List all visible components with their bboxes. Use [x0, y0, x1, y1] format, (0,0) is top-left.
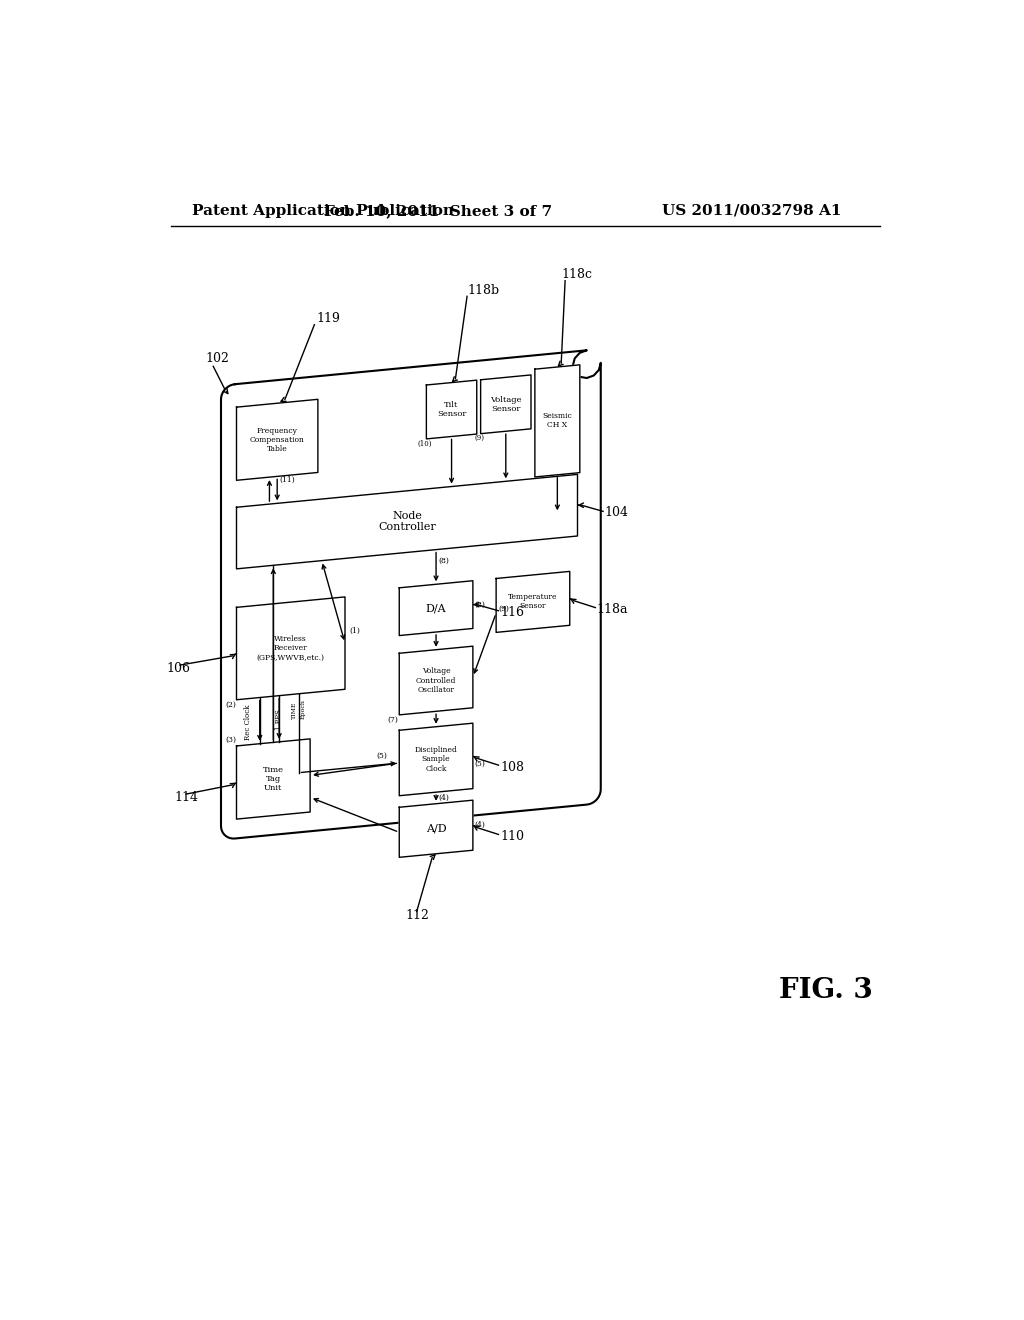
Polygon shape — [480, 375, 531, 434]
Polygon shape — [237, 474, 578, 569]
Text: (5): (5) — [376, 752, 387, 760]
Text: Disciplined
Sample
Clock: Disciplined Sample Clock — [415, 746, 458, 772]
Text: Epoch: Epoch — [301, 700, 306, 719]
Text: (11): (11) — [280, 477, 295, 484]
Text: Time
Tag
Unit: Time Tag Unit — [263, 766, 284, 792]
Text: Node
Controller: Node Controller — [378, 511, 436, 532]
Text: (9): (9) — [474, 434, 484, 442]
Text: Temperature
Sensor: Temperature Sensor — [508, 593, 558, 610]
Text: Rec Clock: Rec Clock — [245, 705, 252, 739]
Polygon shape — [399, 647, 473, 715]
Text: 118c: 118c — [561, 268, 592, 281]
Text: FIG. 3: FIG. 3 — [779, 977, 872, 1003]
Text: 116: 116 — [500, 606, 524, 619]
Text: Feb. 10, 2011  Sheet 3 of 7: Feb. 10, 2011 Sheet 3 of 7 — [324, 203, 552, 218]
Text: Wireless
Receiver
(GPS,WWVB,etc.): Wireless Receiver (GPS,WWVB,etc.) — [257, 635, 325, 661]
Text: (3): (3) — [225, 735, 236, 743]
Text: 112: 112 — [406, 909, 429, 921]
Text: 114: 114 — [174, 792, 199, 804]
Text: (4): (4) — [438, 795, 450, 803]
Text: 106: 106 — [167, 663, 190, 676]
Text: TIME: TIME — [292, 701, 297, 718]
Polygon shape — [237, 739, 310, 820]
Text: (7): (7) — [388, 715, 398, 723]
Polygon shape — [399, 800, 473, 857]
Polygon shape — [237, 597, 345, 700]
Text: (1): (1) — [349, 627, 359, 635]
Text: Voltage
Sensor: Voltage Sensor — [490, 396, 521, 413]
Polygon shape — [237, 400, 317, 480]
Polygon shape — [496, 572, 569, 632]
Text: 1 PPS: 1 PPS — [275, 709, 284, 730]
Polygon shape — [426, 380, 477, 440]
Text: US 2011/0032798 A1: US 2011/0032798 A1 — [662, 203, 841, 218]
Text: 108: 108 — [500, 760, 524, 774]
Text: Frequency
Compensation
Table: Frequency Compensation Table — [250, 426, 304, 453]
Text: Voltage
Controlled
Oscillator: Voltage Controlled Oscillator — [416, 668, 457, 694]
Polygon shape — [399, 723, 473, 796]
Text: 118b: 118b — [467, 284, 499, 297]
Text: 110: 110 — [500, 830, 524, 843]
Text: (8): (8) — [438, 557, 450, 565]
Text: 118a: 118a — [597, 603, 629, 616]
Text: Tilt
Sensor: Tilt Sensor — [437, 401, 466, 418]
Polygon shape — [221, 350, 601, 838]
Polygon shape — [399, 581, 473, 635]
Text: (10): (10) — [417, 440, 431, 447]
Text: 102: 102 — [206, 352, 229, 366]
Text: (8): (8) — [474, 601, 485, 609]
Text: Patent Application Publication: Patent Application Publication — [191, 203, 454, 218]
Text: (2): (2) — [225, 701, 236, 709]
Polygon shape — [535, 364, 580, 477]
Text: (9): (9) — [499, 605, 509, 612]
Text: D/A: D/A — [426, 603, 446, 614]
Text: Seismic
CH X: Seismic CH X — [543, 412, 572, 429]
Text: 104: 104 — [604, 507, 629, 519]
Text: (4): (4) — [474, 821, 485, 829]
Text: A/D: A/D — [426, 824, 446, 834]
Text: 119: 119 — [316, 312, 340, 325]
Text: (5): (5) — [474, 759, 485, 767]
